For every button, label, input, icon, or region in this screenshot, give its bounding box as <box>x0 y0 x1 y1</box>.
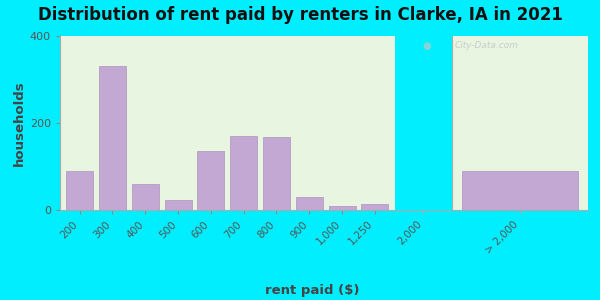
Bar <box>99 66 126 210</box>
Bar <box>230 136 257 210</box>
Bar <box>361 204 388 210</box>
Text: ●: ● <box>422 41 431 51</box>
Bar <box>164 200 191 210</box>
Text: Distribution of rent paid by renters in Clarke, IA in 2021: Distribution of rent paid by renters in … <box>38 6 562 24</box>
Bar <box>263 137 290 210</box>
Bar <box>296 197 323 210</box>
Text: rent paid ($): rent paid ($) <box>265 284 359 297</box>
Bar <box>329 206 356 210</box>
Bar <box>197 151 224 210</box>
Text: City-Data.com: City-Data.com <box>455 41 519 50</box>
Bar <box>462 171 578 210</box>
Bar <box>66 171 93 210</box>
Bar <box>132 184 159 210</box>
Y-axis label: households: households <box>13 80 26 166</box>
